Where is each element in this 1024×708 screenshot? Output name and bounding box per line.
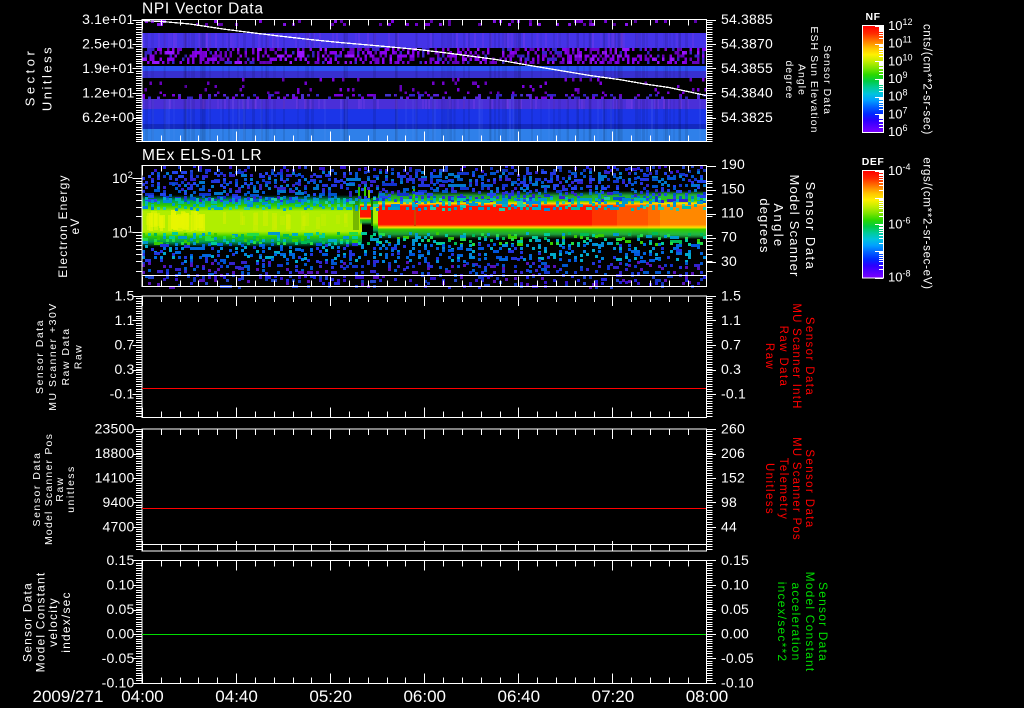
svg-text:Raw: Raw <box>763 343 775 370</box>
svg-text:Sensor Data: Sensor Data <box>816 582 830 662</box>
svg-text:Model Scanner Pos: Model Scanner Pos <box>43 433 55 545</box>
svg-text:velocity: velocity <box>46 597 60 647</box>
svg-text:Sector: Sector <box>23 48 38 107</box>
svg-text:07:20: 07:20 <box>592 687 635 706</box>
svg-text:0.10: 0.10 <box>721 577 749 593</box>
svg-text:Sensor Data: Sensor Data <box>21 582 35 662</box>
svg-text:-0.10: -0.10 <box>102 675 135 691</box>
svg-text:ergs/(cm**2-sr-sec-eV): ergs/(cm**2-sr-sec-eV) <box>921 157 933 289</box>
svg-text:Unitless: Unitless <box>40 45 55 111</box>
svg-text:NF: NF <box>866 11 881 23</box>
svg-text:54.3885: 54.3885 <box>721 11 773 27</box>
svg-text:260: 260 <box>721 421 745 437</box>
svg-text:-0.05: -0.05 <box>721 650 754 666</box>
svg-text:Model Scanner: Model Scanner <box>787 174 802 277</box>
svg-text:Sensor Data: Sensor Data <box>803 182 818 271</box>
svg-text:6.2e+00: 6.2e+00 <box>82 109 134 125</box>
svg-text:1.1: 1.1 <box>721 312 741 328</box>
svg-text:Electron Energy: Electron Energy <box>56 174 70 277</box>
svg-text:23500: 23500 <box>95 421 135 437</box>
svg-text:206: 206 <box>721 445 745 461</box>
svg-text:04:40: 04:40 <box>215 687 258 706</box>
svg-text:4700: 4700 <box>103 519 135 535</box>
svg-text:1.5: 1.5 <box>114 288 134 304</box>
svg-text:MU Scanner Pos: MU Scanner Pos <box>790 437 802 541</box>
svg-text:Model Constant: Model Constant <box>34 572 48 673</box>
svg-text:0.10: 0.10 <box>106 577 134 593</box>
svg-text:Angle: Angle <box>796 64 808 96</box>
svg-text:-0.1: -0.1 <box>721 386 746 402</box>
svg-text:MU Scanner +30V: MU Scanner +30V <box>47 302 59 411</box>
svg-text:Sensor Data: Sensor Data <box>803 449 815 528</box>
svg-text:54.3825: 54.3825 <box>721 109 773 125</box>
svg-text:0.00: 0.00 <box>721 626 749 642</box>
svg-text:-0.05: -0.05 <box>102 650 135 666</box>
svg-text:2009/271: 2009/271 <box>33 687 104 706</box>
svg-text:Raw: Raw <box>73 344 85 370</box>
svg-text:Sensor Data: Sensor Data <box>34 319 46 394</box>
svg-text:Model Constant: Model Constant <box>803 572 817 673</box>
svg-text:1.2e+01: 1.2e+01 <box>82 85 134 101</box>
svg-text:unitless: unitless <box>65 465 77 513</box>
svg-text:incex/sec**2: incex/sec**2 <box>775 582 789 662</box>
svg-text:9400: 9400 <box>103 494 135 510</box>
svg-text:0.15: 0.15 <box>721 552 749 568</box>
svg-text:0.7: 0.7 <box>721 337 741 353</box>
svg-text:54.3855: 54.3855 <box>721 60 773 76</box>
svg-text:NPI Vector Data: NPI Vector Data <box>142 1 264 18</box>
svg-text:98: 98 <box>721 494 737 510</box>
svg-text:08:00: 08:00 <box>686 687 729 706</box>
svg-text:degree: degree <box>783 61 795 100</box>
svg-text:index/sec: index/sec <box>59 591 73 653</box>
svg-text:3.1e+01: 3.1e+01 <box>82 11 134 27</box>
svg-text:DEF: DEF <box>862 156 885 168</box>
svg-text:54.3870: 54.3870 <box>721 36 773 52</box>
svg-text:152: 152 <box>721 470 745 486</box>
svg-text:Telemetry: Telemetry <box>777 458 789 520</box>
svg-text:0.05: 0.05 <box>106 601 134 617</box>
svg-text:110: 110 <box>721 205 744 221</box>
svg-text:-0.10: -0.10 <box>721 675 754 691</box>
svg-text:54.3840: 54.3840 <box>721 85 773 101</box>
svg-text:degrees: degrees <box>757 198 772 253</box>
svg-text:0.7: 0.7 <box>114 337 134 353</box>
svg-text:30: 30 <box>721 253 737 269</box>
svg-text:14100: 14100 <box>95 470 135 486</box>
svg-text:44: 44 <box>721 519 737 535</box>
svg-text:Raw: Raw <box>54 476 66 502</box>
svg-text:Sensor Data: Sensor Data <box>821 45 833 115</box>
svg-text:0.15: 0.15 <box>106 552 134 568</box>
svg-text:2.5e+01: 2.5e+01 <box>82 36 134 52</box>
svg-text:1.9e+01: 1.9e+01 <box>82 60 134 76</box>
svg-text:1.5: 1.5 <box>721 288 741 304</box>
svg-text:Sensor Data: Sensor Data <box>803 317 815 396</box>
svg-text:ESH Sun Elevation: ESH Sun Elevation <box>808 26 820 133</box>
svg-text:0.05: 0.05 <box>721 601 749 617</box>
svg-text:-0.1: -0.1 <box>110 386 135 402</box>
svg-text:cnts/(cm**2-sr-sec): cnts/(cm**2-sr-sec) <box>921 24 933 135</box>
svg-text:06:40: 06:40 <box>498 687 541 706</box>
svg-text:Raw Data: Raw Data <box>60 327 72 385</box>
svg-text:04:00: 04:00 <box>121 687 164 706</box>
svg-text:190: 190 <box>721 156 745 172</box>
svg-text:0.3: 0.3 <box>114 361 134 377</box>
svg-text:0.3: 0.3 <box>721 361 741 377</box>
svg-text:MEx ELS-01 LR: MEx ELS-01 LR <box>142 147 262 164</box>
svg-text:0.00: 0.00 <box>106 626 134 642</box>
svg-text:Unitless: Unitless <box>763 463 775 515</box>
svg-text:Raw Data: Raw Data <box>777 326 789 388</box>
svg-text:Sensor Data: Sensor Data <box>31 452 43 527</box>
svg-text:18800: 18800 <box>95 445 135 461</box>
svg-text:Angle: Angle <box>771 203 786 248</box>
svg-text:acceleration: acceleration <box>789 582 803 661</box>
svg-text:06:00: 06:00 <box>403 687 446 706</box>
svg-text:MU Scanner IntH: MU Scanner IntH <box>790 303 802 409</box>
svg-text:1.1: 1.1 <box>114 312 134 328</box>
svg-text:150: 150 <box>721 180 745 196</box>
svg-text:70: 70 <box>721 229 737 245</box>
svg-text:05:20: 05:20 <box>309 687 352 706</box>
svg-text:eV: eV <box>68 217 82 234</box>
